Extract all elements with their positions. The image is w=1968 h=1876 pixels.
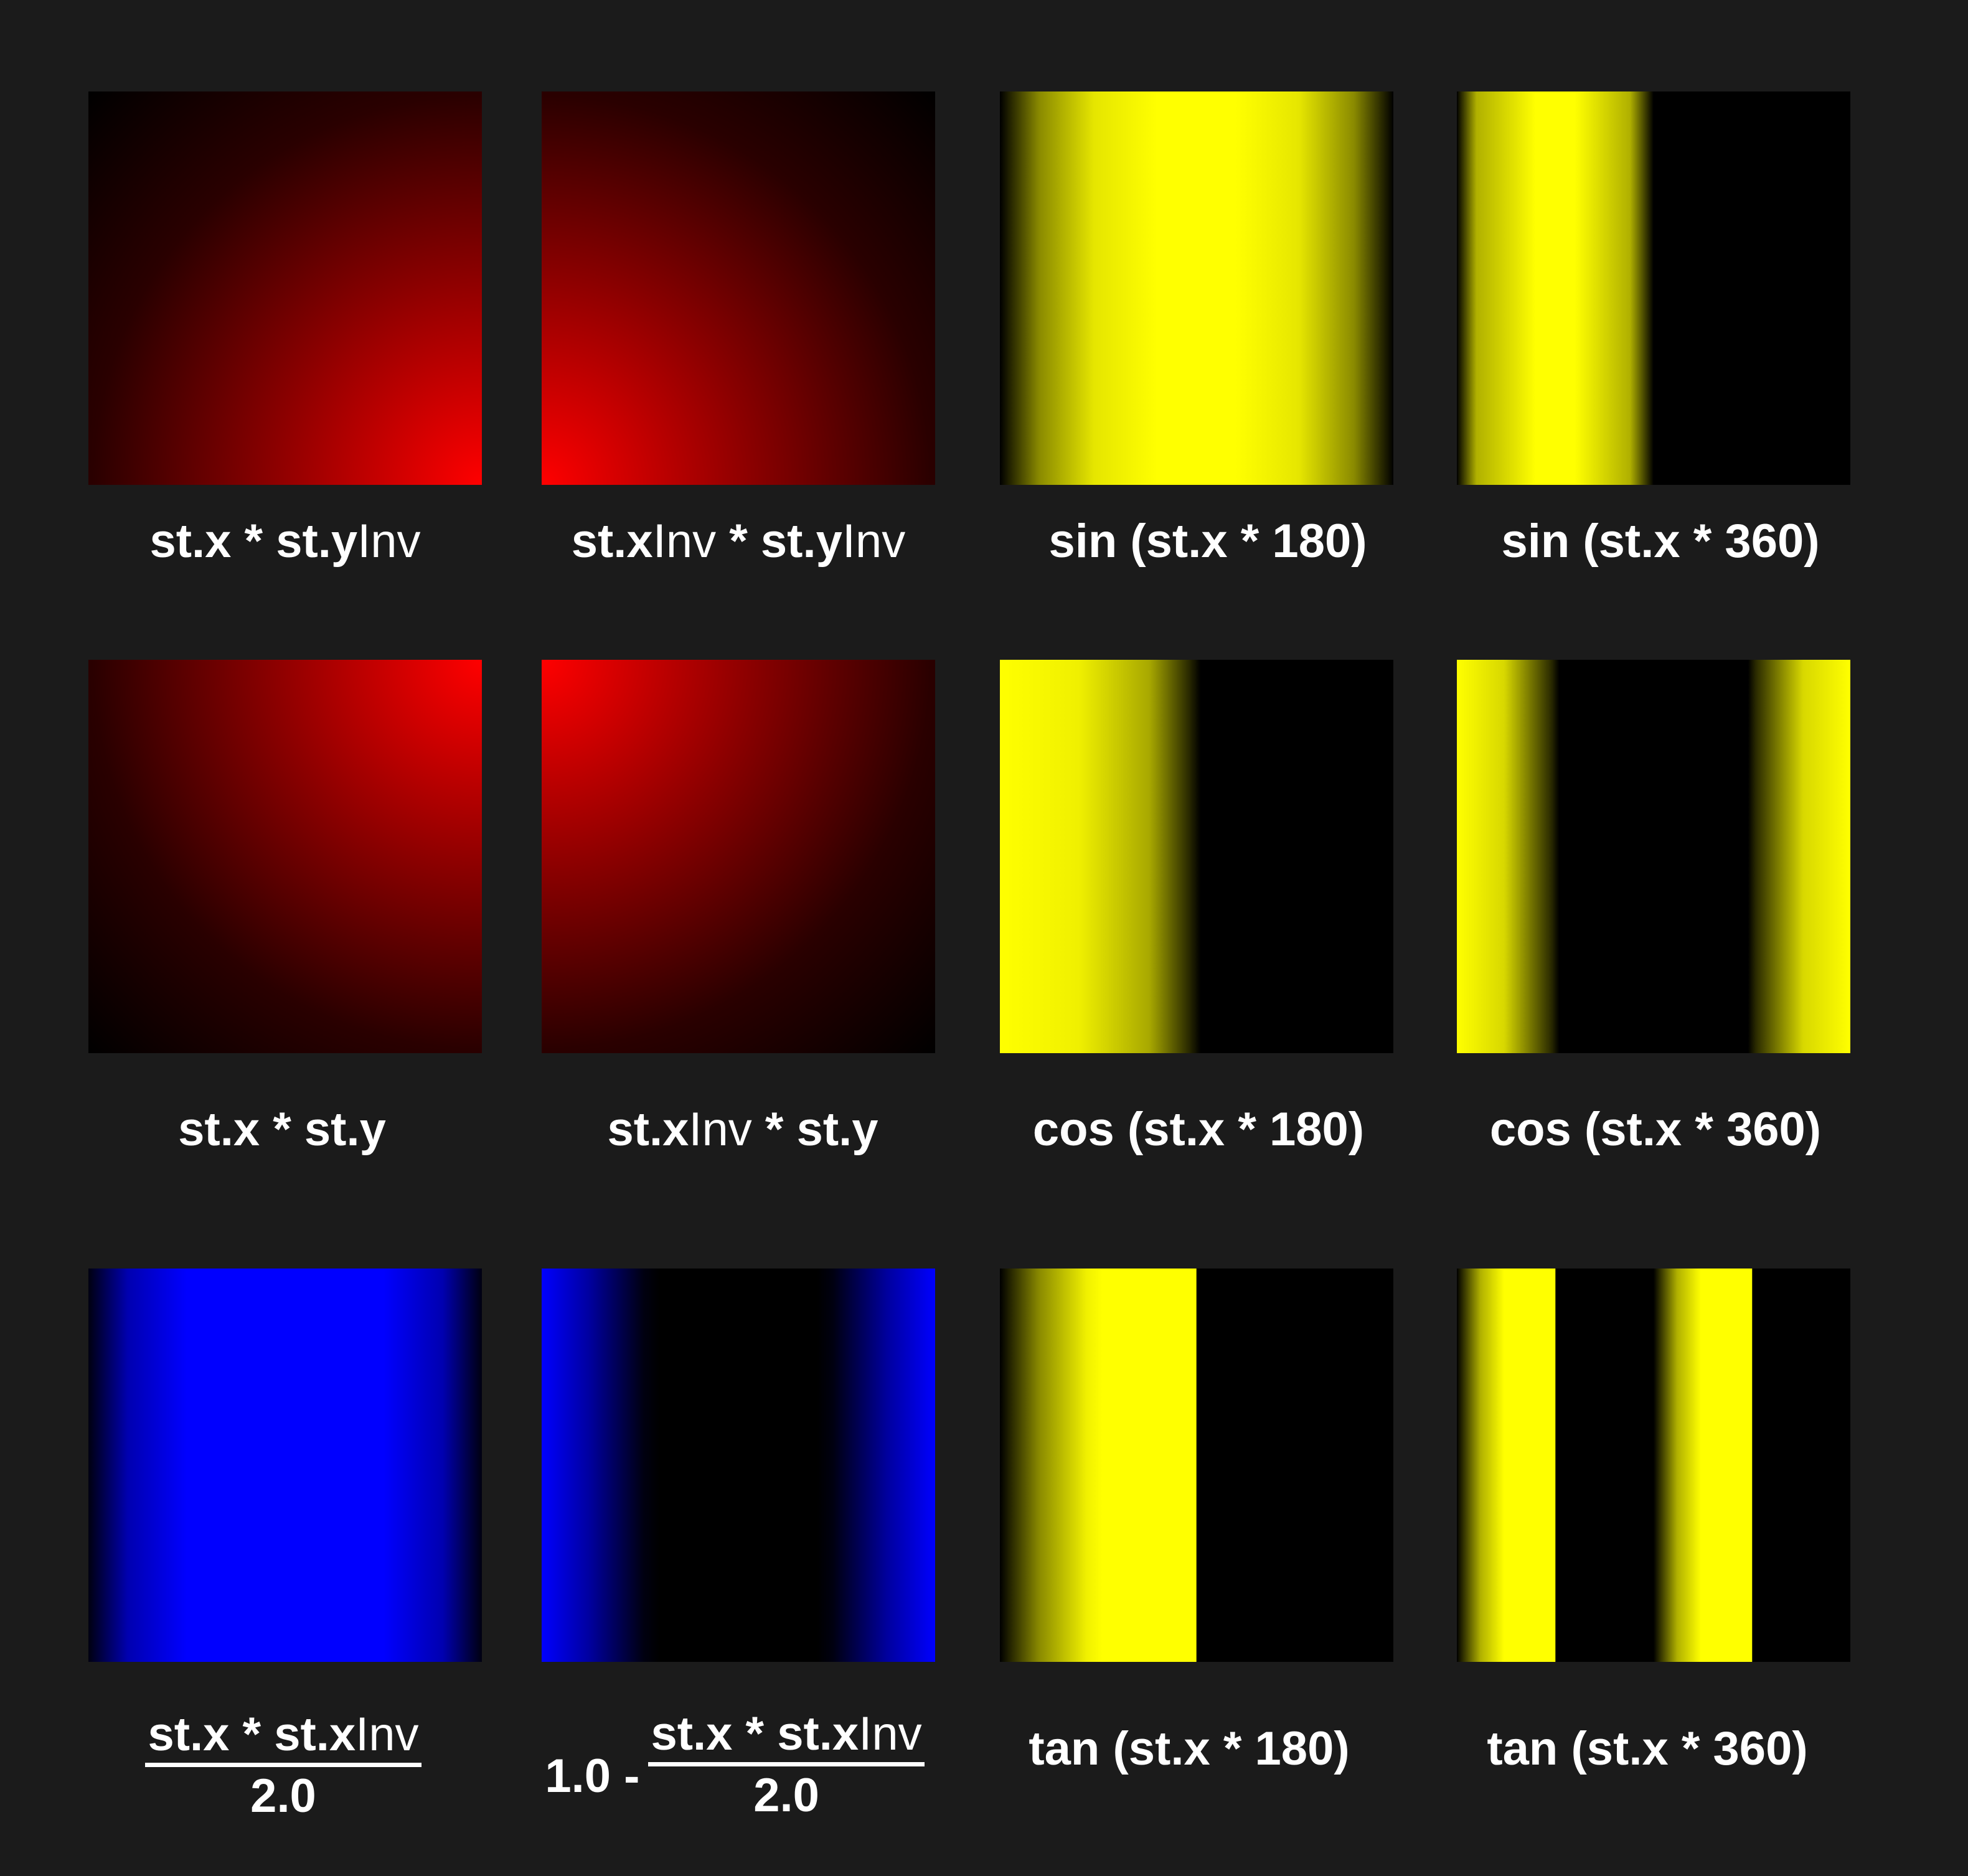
gradient-tile-xinv-times-yinv bbox=[542, 91, 935, 485]
gradient-tile-tan-180 bbox=[1000, 1269, 1393, 1662]
gradient-tile-blue-one-minus-half-product bbox=[542, 1269, 935, 1662]
label-x-times-y: st.x * st.y bbox=[178, 1103, 386, 1156]
gradient-tile-x-times-yinv bbox=[88, 91, 482, 485]
fraction-denominator: 2.0 bbox=[753, 1769, 819, 1822]
gradient-tile-x-times-y bbox=[88, 660, 482, 1053]
label-fraction-half-product: st.x * st.xInv 2.0 bbox=[47, 1707, 520, 1823]
fraction-numerator: st.x * st.xInv bbox=[148, 1708, 419, 1761]
gradient-tile-sin-180 bbox=[1000, 91, 1393, 485]
gradient-tile-sin-360 bbox=[1457, 91, 1850, 485]
label-sin-360: sin (st.x * 360) bbox=[1501, 515, 1820, 568]
label-tan-360: tan (st.x * 360) bbox=[1487, 1722, 1808, 1775]
gradient-tile-cos-180 bbox=[1000, 660, 1393, 1053]
gradient-tile-tan-360 bbox=[1457, 1269, 1850, 1662]
label-fraction-one-minus-half-product: 1.0 - st.x * st.xInv 2.0 bbox=[498, 1707, 971, 1822]
fraction-denominator: 2.0 bbox=[250, 1770, 316, 1822]
label-cos-360: cos (st.x * 360) bbox=[1489, 1103, 1822, 1156]
gradient-tile-xinv-times-y bbox=[542, 660, 935, 1053]
gradient-tile-blue-half-product bbox=[88, 1269, 482, 1662]
label-x-times-yinv: st.x * st.yInv bbox=[149, 515, 421, 568]
fraction-numerator: st.x * st.xInv bbox=[651, 1707, 922, 1760]
fraction-bar bbox=[145, 1763, 421, 1767]
label-tan-180: tan (st.x * 180) bbox=[1029, 1722, 1350, 1775]
fraction-prefix: 1.0 - bbox=[545, 1750, 640, 1803]
label-xinv-times-yinv: st.xInv * st.yInv bbox=[571, 515, 906, 568]
label-xinv-times-y: st.xInv * st.y bbox=[607, 1103, 878, 1156]
label-cos-180: cos (st.x * 180) bbox=[1032, 1103, 1365, 1156]
fraction-bar bbox=[648, 1762, 925, 1766]
label-sin-180: sin (st.x * 180) bbox=[1048, 515, 1367, 568]
gradient-tile-cos-360 bbox=[1457, 660, 1850, 1053]
